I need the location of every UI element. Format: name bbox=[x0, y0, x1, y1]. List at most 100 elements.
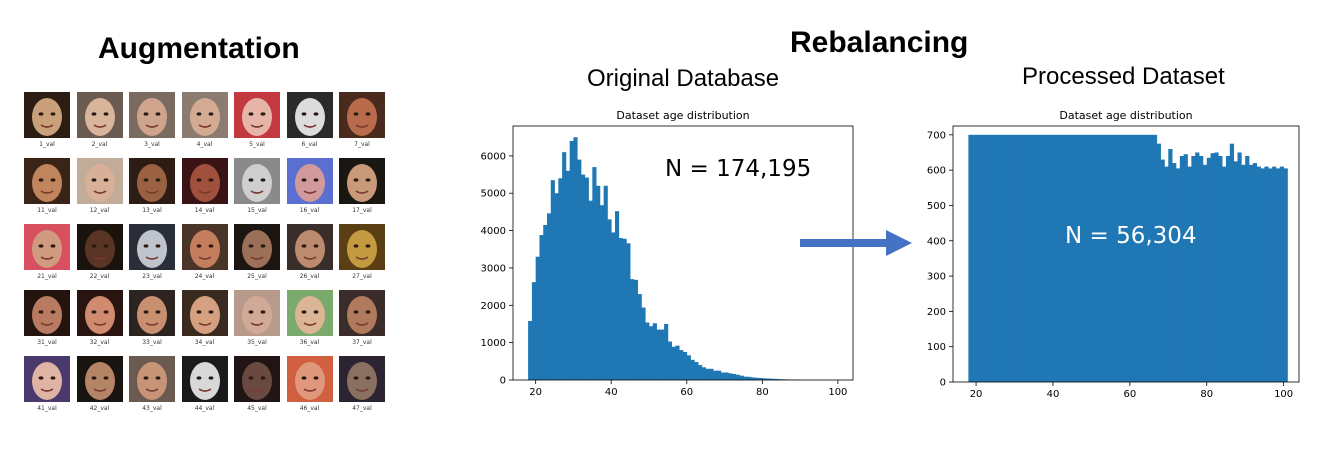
y-tick-label: 200 bbox=[927, 307, 946, 318]
face-thumbnail bbox=[181, 158, 228, 204]
histogram-bar bbox=[1006, 134, 1012, 382]
histogram-bar bbox=[622, 238, 627, 380]
histogram-bar bbox=[630, 279, 635, 380]
histogram-bar bbox=[769, 378, 775, 380]
rebalancing-heading: Rebalancing bbox=[790, 26, 969, 59]
face-thumbnail bbox=[181, 290, 228, 336]
face-label: 46_val bbox=[299, 405, 320, 412]
face-thumbnail bbox=[76, 290, 123, 336]
face-thumbnail bbox=[129, 356, 175, 402]
histogram-bar bbox=[1064, 134, 1069, 382]
face-icon bbox=[242, 362, 272, 400]
face-thumbnail bbox=[181, 224, 228, 270]
y-tick-label: 3000 bbox=[481, 263, 506, 274]
face-icon bbox=[347, 230, 377, 268]
face-icon bbox=[137, 296, 167, 334]
histogram-bar bbox=[1076, 134, 1081, 382]
face-label: 17_val bbox=[352, 207, 372, 214]
histogram-bar bbox=[747, 376, 752, 380]
histogram-bar bbox=[611, 232, 616, 380]
y-tick-label: 6000 bbox=[481, 151, 506, 162]
histogram-bar bbox=[531, 282, 537, 380]
histogram-bar bbox=[1145, 134, 1150, 382]
histogram-bar bbox=[754, 377, 759, 380]
face-label: 13_val bbox=[142, 207, 162, 214]
histogram-bar bbox=[581, 174, 586, 380]
y-tick-label: 600 bbox=[927, 166, 946, 177]
face-label: 25_val bbox=[247, 273, 267, 280]
plot-frame bbox=[512, 125, 854, 381]
histogram-bar bbox=[698, 365, 703, 380]
histogram-bar bbox=[1091, 134, 1096, 382]
face-thumbnail bbox=[24, 224, 70, 270]
histogram-bar bbox=[569, 140, 574, 380]
histogram-bar bbox=[656, 329, 661, 380]
histogram-bar bbox=[1214, 152, 1219, 382]
histogram-bar bbox=[1141, 134, 1146, 382]
face-label: 6_val bbox=[301, 141, 318, 148]
histogram-bar bbox=[705, 368, 710, 380]
x-tick-label: 40 bbox=[605, 387, 618, 398]
face-thumbnail bbox=[234, 92, 280, 138]
histogram-bar bbox=[1245, 156, 1250, 382]
face-thumbnail bbox=[339, 290, 385, 336]
histogram-bar bbox=[584, 177, 589, 380]
face-thumbnail bbox=[24, 356, 70, 402]
histogram-bar bbox=[1264, 166, 1269, 382]
histogram-bar bbox=[1160, 159, 1165, 382]
histogram-bar bbox=[1183, 154, 1188, 382]
face-icon bbox=[242, 98, 272, 136]
histogram-bar bbox=[1083, 134, 1088, 382]
histogram-bar bbox=[596, 185, 601, 380]
histogram-bar bbox=[607, 219, 612, 380]
y-tick-label: 0 bbox=[940, 378, 946, 389]
histogram-bar bbox=[1168, 148, 1173, 382]
chart-title: Dataset age distribution bbox=[1059, 109, 1192, 122]
histogram-bar bbox=[1026, 134, 1031, 382]
histogram-bar bbox=[1268, 168, 1273, 382]
face-label: 11_val bbox=[37, 207, 57, 214]
face-label: 24_val bbox=[194, 273, 215, 280]
histogram-bar bbox=[641, 307, 646, 380]
face-icon bbox=[294, 362, 325, 400]
histogram-bar bbox=[1256, 166, 1261, 382]
plot-frame bbox=[952, 125, 1300, 383]
histogram-bar bbox=[1164, 166, 1169, 382]
histogram-bar bbox=[1241, 164, 1246, 382]
histogram-bar bbox=[1237, 152, 1242, 382]
face-thumbnail bbox=[234, 158, 280, 204]
augmented-face-grid: 1_val 2_val 3_val 4_val 5_val 6_val 7_val 11_va… bbox=[20, 92, 392, 422]
histogram-bar bbox=[528, 320, 533, 380]
histogram-bar bbox=[1149, 134, 1154, 382]
face-icon bbox=[347, 296, 377, 334]
histogram-bar bbox=[1133, 134, 1138, 382]
histogram-bar bbox=[1118, 134, 1123, 382]
histogram-bar bbox=[1202, 164, 1208, 382]
histogram-bar bbox=[991, 134, 996, 382]
histogram-bar bbox=[1218, 156, 1223, 382]
face-icon bbox=[347, 362, 377, 400]
x-tick-label: 20 bbox=[529, 387, 542, 398]
histogram-bar bbox=[1152, 134, 1158, 382]
histogram-bar bbox=[777, 379, 782, 380]
histogram-bar bbox=[573, 137, 578, 380]
histogram-bar bbox=[1191, 156, 1196, 382]
histogram-bar bbox=[1037, 134, 1042, 382]
histogram-bar bbox=[987, 134, 992, 382]
histogram-bar bbox=[1060, 134, 1065, 382]
histogram-bar bbox=[773, 378, 778, 380]
face-icon bbox=[242, 296, 272, 334]
face-thumbnail bbox=[24, 158, 70, 204]
face-label: 47_val bbox=[352, 405, 372, 412]
histogram-bar bbox=[976, 134, 981, 382]
histogram-bar bbox=[751, 377, 756, 380]
face-thumbnail bbox=[286, 290, 333, 336]
histogram-bar bbox=[1275, 168, 1281, 382]
histogram-bar bbox=[664, 323, 669, 380]
face-label: 21_val bbox=[37, 273, 57, 280]
face-icon bbox=[32, 98, 62, 136]
histogram-bar bbox=[717, 370, 722, 380]
histogram-bar bbox=[1110, 134, 1115, 382]
original-database-heading: Original Database bbox=[587, 65, 780, 92]
face-icon bbox=[294, 164, 325, 202]
